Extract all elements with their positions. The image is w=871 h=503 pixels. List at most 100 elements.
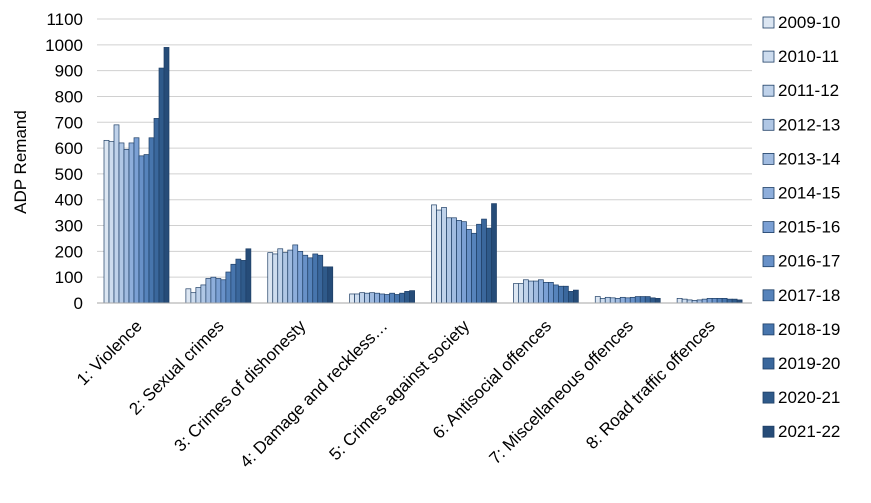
legend-label: 2015-16 [778,218,840,237]
bar [297,251,304,304]
bar [153,118,160,304]
bar [123,149,130,304]
bar [676,298,683,304]
bar [649,297,656,304]
bar [399,292,405,304]
bar [143,154,150,304]
bar [215,278,222,304]
y-tick-label: 200 [55,242,83,261]
bar [711,298,718,304]
bar [317,254,324,304]
bar [272,253,279,304]
legend-label: 2014-15 [778,184,840,203]
legend-label: 2016-17 [778,252,840,271]
bar [609,297,616,304]
bar [466,229,472,304]
legend-label: 2010-11 [778,47,839,66]
bar [629,296,636,304]
bar [446,217,452,304]
bar [604,296,611,304]
legend-label: 2018-19 [778,320,840,339]
bar [282,252,289,304]
bar [302,254,309,304]
y-tick-label: 100 [55,268,83,287]
bar [716,298,723,304]
bar [118,142,125,304]
x-category-label: 4: Damage and reckless… [236,316,391,471]
bar [195,287,202,304]
bar [133,137,140,304]
bar [200,284,207,304]
bars [103,47,743,304]
y-axis-label: ADP Remand [11,110,30,214]
legend-label: 2009-10 [778,13,840,32]
y-tick-label: 600 [55,139,83,158]
legend-swatch [762,50,775,63]
bar [148,137,155,304]
bar [354,293,360,304]
bar [277,248,284,304]
bar [230,263,237,304]
bar [681,298,688,304]
bar [548,281,554,304]
legend-swatch [762,152,775,165]
y-tick-label: 300 [55,217,83,236]
legend-label: 2013-14 [778,149,840,168]
legend-swatch [762,118,775,131]
bar [163,47,170,304]
bar [225,271,232,304]
bar [701,298,708,304]
bar [235,258,242,304]
legend-swatch [762,323,775,336]
bar [138,155,145,304]
legend-swatch [762,255,775,268]
bar [614,298,621,304]
gridlines [97,18,752,278]
y-tick-label: 500 [55,165,83,184]
bar [128,142,135,304]
bar [599,298,606,304]
bar [384,294,390,304]
y-tick-label: 400 [55,191,83,210]
bar [359,292,365,304]
bar [461,221,467,304]
bar [533,280,539,304]
legend-swatch [762,221,775,234]
legend-label: 2021-22 [778,422,840,441]
bar [307,257,314,304]
bar [389,292,395,304]
bar [245,248,252,304]
bar [404,291,410,304]
bar [292,244,299,304]
bar [563,285,569,304]
bar [476,223,482,304]
legend-swatch [762,289,775,302]
bar [312,253,319,304]
bar [267,252,274,304]
legend-swatch [762,357,775,370]
bar [706,298,713,304]
y-tick-label: 700 [55,113,83,132]
bar [220,279,227,304]
bar [369,292,375,304]
bar [624,297,631,304]
bar [205,278,212,304]
y-axis-ticks: 0 100 200 300 400 500 600 700 800 900 1000 1100 [45,10,83,313]
bar [451,217,457,304]
bar [568,291,574,304]
bar [379,293,385,304]
bar [594,296,601,304]
bar [634,296,641,304]
legend-swatch [762,16,775,29]
legend-swatch [762,425,775,438]
bar [471,232,477,304]
legend-swatch [762,187,775,199]
legend: 2009-10 2010-11 2011-12 2012-13 2013-14 2014-… [762,13,840,441]
bar [409,290,415,304]
y-tick-label: 800 [55,87,83,106]
bar [491,203,497,304]
bar [322,266,329,304]
